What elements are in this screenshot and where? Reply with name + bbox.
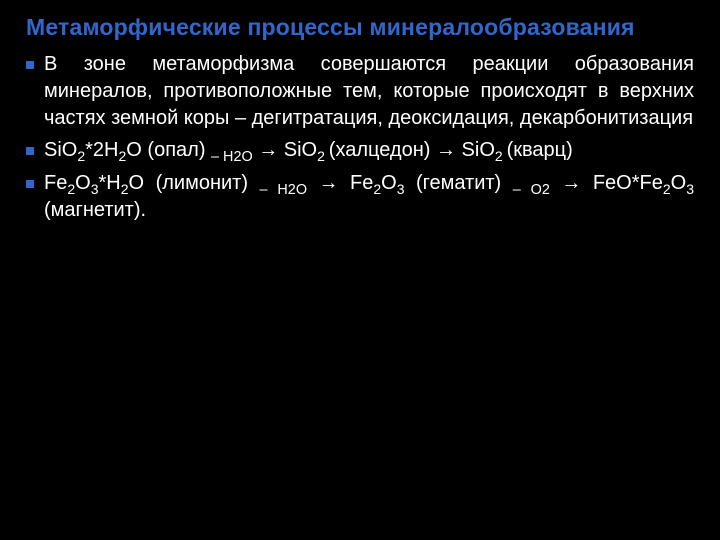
list-item: Fe2O3*H2O (лимонит) – H2O → Fe2O3 (гемат… <box>26 170 694 224</box>
bullet-list: В зоне метаморфизма совершаются реакции … <box>26 51 694 224</box>
slide: Метаморфические процессы минералообразов… <box>0 0 720 540</box>
list-item: В зоне метаморфизма совершаются реакции … <box>26 51 694 131</box>
slide-title: Метаморфические процессы минералообразов… <box>26 14 694 41</box>
list-item: SiO2*2H2O (опал) – H2O → SiO2 (халцедон)… <box>26 137 694 164</box>
